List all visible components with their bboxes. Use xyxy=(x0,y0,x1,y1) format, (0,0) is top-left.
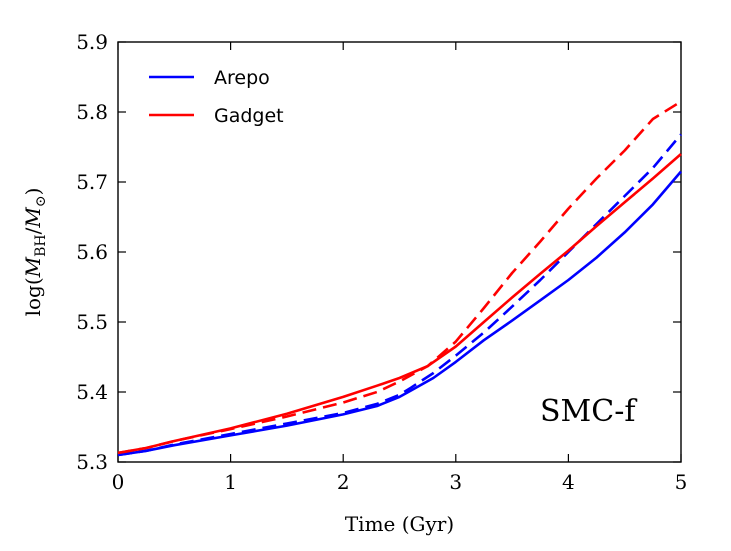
y-label-suffix: ) xyxy=(21,188,45,196)
y-label-mass-solar: M xyxy=(21,207,45,229)
x-tick-label: 2 xyxy=(337,470,350,494)
series-group xyxy=(117,100,682,457)
y-label-prefix: log( xyxy=(21,277,45,316)
x-tick-label: 3 xyxy=(449,470,462,494)
simulation-annotation: SMC-f xyxy=(540,394,637,429)
x-tick-label: 1 xyxy=(224,470,237,494)
y-tick-label: 5.9 xyxy=(76,30,108,54)
y-axis-label: log(MBH/M⊙) xyxy=(21,188,49,317)
y-tick-label: 5.8 xyxy=(76,100,108,124)
y-tick-label: 5.5 xyxy=(76,310,108,334)
legend-label-arepo: Arepo xyxy=(214,67,270,89)
y-label-slash: / xyxy=(21,227,45,234)
series-arepo-dashed xyxy=(117,133,682,457)
series-arepo-solid xyxy=(117,170,682,457)
y-label-mass: M xyxy=(21,256,45,278)
x-tick-label: 5 xyxy=(675,470,688,494)
legend-label-gadget: Gadget xyxy=(214,105,284,127)
y-label-sun-symbol: ⊙ xyxy=(33,195,49,207)
series-gadget-dashed xyxy=(117,100,682,455)
y-tick-label: 5.3 xyxy=(76,450,108,474)
y-tick-label: 5.7 xyxy=(76,170,108,194)
y-tick-label: 5.4 xyxy=(76,380,108,404)
x-axis-label: Time (Gyr) xyxy=(345,512,454,536)
y-tick-label: 5.6 xyxy=(76,240,108,264)
x-tick-label: 4 xyxy=(562,470,575,494)
legend: Arepo Gadget xyxy=(149,67,284,127)
y-axis-ticks: 5.3 5.4 5.5 5.6 5.7 5.8 5.9 xyxy=(76,30,681,474)
x-axis-ticks: 0 1 2 3 4 5 xyxy=(112,42,688,494)
x-tick-label: 0 xyxy=(112,470,125,494)
y-label-subscript: BH xyxy=(33,234,49,257)
